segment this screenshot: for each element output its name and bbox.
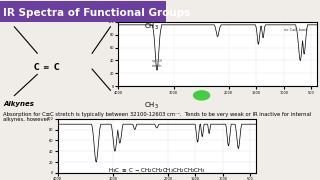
Text: Absorption for C≡C stretch is typically between 32100-12603 cm⁻¹.  Tends to be v: Absorption for C≡C stretch is typically … (3, 112, 311, 122)
Text: sp C-H
stretch: sp C-H stretch (152, 59, 162, 68)
Text: no C≡C band: no C≡C band (284, 28, 307, 32)
Text: $\mathregular{CH_3}$: $\mathregular{CH_3}$ (144, 101, 159, 111)
Text: $\mathregular{CH_3}$: $\mathregular{CH_3}$ (144, 22, 159, 32)
Text: Alkynes: Alkynes (3, 101, 34, 107)
Text: IR Spectra of Functional Groups: IR Spectra of Functional Groups (3, 8, 191, 19)
Text: C $\equiv$ C: C $\equiv$ C (33, 61, 60, 72)
Text: H$_3$C $\equiv$ C $-$ CH$_2$CH$_2$CH$_2$CH$_2$CH$_2$CH$_3$: H$_3$C $\equiv$ C $-$ CH$_2$CH$_2$CH$_2$… (108, 166, 206, 175)
